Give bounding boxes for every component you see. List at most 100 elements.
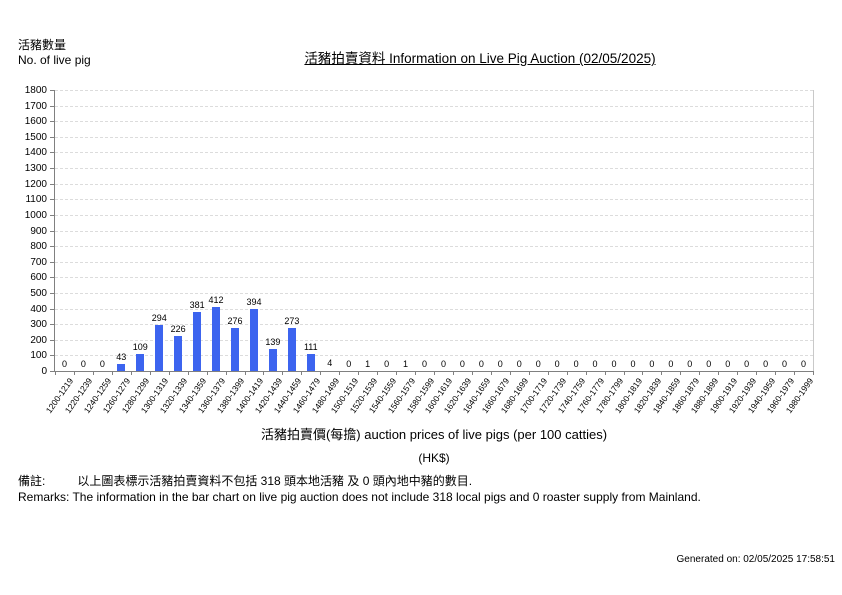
y-axis-tick — [50, 324, 55, 326]
bar — [212, 306, 221, 371]
x-axis-tick — [263, 371, 265, 375]
bar-value-label: 0 — [744, 359, 750, 369]
gridline — [55, 324, 813, 326]
y-tick-label: 700 — [30, 256, 47, 268]
x-axis-tick — [756, 371, 758, 375]
remarks-text-zh: 以上圖表標示活豬拍賣資料不包括 318 頭本地活豬 及 0 頭內地中豬的數目. — [77, 474, 473, 488]
y-axis-tick — [50, 121, 55, 123]
bar-value-label: 381 — [189, 299, 205, 310]
x-axis-title: 活豬拍賣價(每擔) auction prices of live pigs (p… — [260, 427, 608, 442]
x-axis-tick — [490, 371, 492, 375]
bar-value-label: 139 — [265, 337, 281, 348]
x-axis-tick — [73, 371, 75, 375]
bar-value-label: 0 — [459, 359, 465, 369]
bar-value-label: 43 — [116, 352, 127, 363]
x-axis-tick — [282, 371, 284, 375]
bar-value-label: 0 — [611, 359, 617, 369]
gridline — [55, 121, 813, 123]
bar-value-label: 1 — [403, 358, 409, 369]
x-axis-tick — [358, 371, 360, 375]
bar-value-label: 0 — [668, 359, 674, 369]
x-axis-tick — [452, 371, 454, 375]
bar-value-label: 0 — [80, 359, 86, 369]
bar-value-label: 0 — [61, 359, 67, 369]
bar-value-label: 0 — [478, 359, 484, 369]
x-axis-tick — [794, 371, 796, 375]
bar-value-label: 276 — [227, 315, 243, 326]
bar — [117, 364, 126, 371]
gridline — [55, 339, 813, 341]
bar-value-label: 0 — [516, 359, 522, 369]
y-tick-label: 1100 — [25, 194, 47, 206]
gridline — [55, 152, 813, 154]
bar — [193, 311, 202, 371]
bar-value-label: 0 — [422, 359, 428, 369]
plot-right-border — [813, 90, 814, 371]
bar — [268, 349, 277, 371]
y-axis-tick — [50, 246, 55, 248]
y-tick-label: 600 — [30, 272, 47, 284]
gridline — [55, 230, 813, 232]
x-axis-tick — [661, 371, 663, 375]
y-axis-tick — [50, 261, 55, 263]
x-axis-tick — [339, 371, 341, 375]
chart-title: 活豬拍賣資料 Information on Live Pig Auction (… — [304, 51, 656, 66]
y-tick-label: 200 — [30, 334, 47, 346]
bar-value-label: 111 — [303, 341, 318, 352]
y-tick-label: 1500 — [24, 131, 47, 143]
bar-value-label: 294 — [151, 313, 167, 324]
bar-value-label: 0 — [554, 359, 560, 369]
y-axis-tick — [50, 183, 55, 185]
y-axis-tick — [50, 308, 55, 310]
bar-value-label: 412 — [208, 294, 224, 305]
gridline — [55, 168, 813, 170]
bar-value-label: 0 — [725, 359, 731, 369]
bar — [287, 328, 296, 371]
bar-value-label: 273 — [284, 316, 300, 327]
bar-value-label: 0 — [706, 359, 712, 369]
x-axis-tick — [187, 371, 189, 375]
x-axis-tick — [55, 371, 56, 375]
y-tick-label: 900 — [30, 225, 47, 237]
y-axis-tick — [50, 136, 55, 138]
y-axis-tick — [50, 105, 55, 107]
y-tick-label: 1600 — [24, 116, 47, 128]
y-tick-label: 1000 — [24, 209, 47, 221]
y-tick-label: 1400 — [24, 147, 47, 159]
x-axis-tick — [718, 371, 720, 375]
x-axis-tick — [775, 371, 777, 375]
x-axis-tick — [642, 371, 644, 375]
y-axis-tick — [50, 230, 55, 232]
x-axis-tick — [737, 371, 739, 375]
gridline — [55, 277, 813, 279]
bar — [136, 353, 145, 371]
y-tick-label: 0 — [41, 366, 47, 377]
y-axis-tick — [50, 371, 55, 372]
y-tick-label: 1200 — [24, 178, 47, 190]
y-axis-tick — [50, 199, 55, 201]
y-tick-label: 100 — [30, 350, 47, 362]
bar-value-label: 0 — [440, 359, 446, 369]
x-axis-tick — [434, 371, 435, 375]
y-axis-tick — [50, 214, 55, 216]
x-axis-tick — [92, 371, 94, 375]
x-axis-tick — [301, 371, 303, 375]
remarks-label-zh: 備註: — [18, 474, 46, 488]
y-axis-tick — [50, 90, 55, 91]
y-axis-tick — [50, 152, 55, 154]
x-axis-tick — [623, 371, 625, 375]
x-axis-tick — [604, 371, 606, 375]
bar-value-label: 394 — [246, 297, 262, 308]
y-tick-label: 1700 — [24, 100, 47, 112]
gridline — [55, 199, 813, 201]
bar-value-label: 4 — [327, 358, 333, 369]
y-tick-label: 800 — [30, 241, 47, 253]
bar — [249, 309, 258, 371]
y-axis-label-zh: 活豬數量 — [18, 38, 67, 52]
gridline — [55, 90, 813, 91]
x-axis-tick — [415, 371, 417, 375]
y-tick-label: 1800 — [24, 85, 47, 96]
bar-value-label: 226 — [170, 323, 186, 334]
